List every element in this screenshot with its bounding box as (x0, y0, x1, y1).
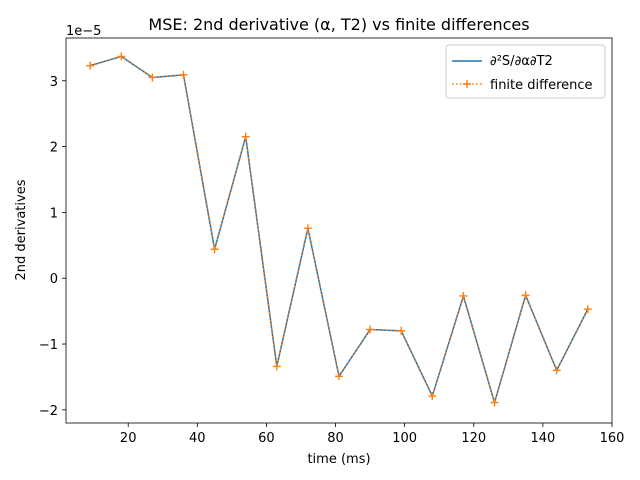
plot-frame (65, 37, 613, 424)
data-point-marker (490, 398, 499, 407)
y-tick-label: 1 (50, 206, 58, 221)
series-line-0 (89, 55, 589, 404)
y-tick-label: 0 (50, 272, 58, 287)
y-tick-label: −1 (39, 338, 58, 353)
data-point-marker (148, 73, 157, 82)
data-point-marker (241, 132, 250, 141)
legend-label-1: finite difference (490, 78, 593, 93)
x-tick-label: 80 (327, 431, 344, 446)
y-tick-label: 2 (50, 141, 58, 156)
data-point-marker (428, 392, 437, 401)
data-point-marker (117, 52, 126, 61)
data-point-marker (86, 61, 95, 70)
x-tick-label: 40 (189, 431, 206, 446)
legend-plus-marker (463, 80, 471, 88)
plot-area: 20 40 60 80 100 120 140 160 −2 −1 0 1 2 3 (39, 37, 625, 446)
x-axis-label: time (ms) (307, 452, 370, 467)
legend-frame (445, 44, 606, 99)
data-point-marker (459, 291, 468, 300)
data-point-marker (552, 366, 561, 375)
data-point-marker (366, 325, 375, 334)
data-point-marker (272, 362, 281, 371)
y-offset-label: 1e−5 (66, 24, 101, 39)
x-tick-label: 100 (392, 431, 417, 446)
x-tick-label: 140 (530, 431, 555, 446)
y-axis-label: 2nd derivatives (14, 179, 29, 280)
legend-marker-1 (463, 80, 471, 88)
data-point-marker (583, 305, 592, 314)
x-tick-label: 160 (600, 431, 625, 446)
y-tick-label: −2 (39, 404, 58, 419)
x-tick-label: 60 (258, 431, 275, 446)
series-line-1 (89, 55, 589, 404)
data-point-marker (335, 372, 343, 381)
legend: ∂²S/∂α∂T2 finite difference (445, 44, 606, 99)
y-tick-label: 3 (50, 75, 58, 90)
data-point-marker (397, 326, 406, 335)
data-point-marker (521, 291, 530, 300)
chart-title: MSE: 2nd derivative (α, T2) vs finite di… (148, 15, 529, 34)
x-tick-label: 20 (120, 431, 137, 446)
x-tick-label: 120 (461, 431, 486, 446)
data-point-marker (179, 70, 188, 79)
legend-label-0: ∂²S/∂α∂T2 (490, 54, 553, 69)
data-point-marker (210, 245, 219, 254)
data-point-marker (303, 224, 312, 233)
